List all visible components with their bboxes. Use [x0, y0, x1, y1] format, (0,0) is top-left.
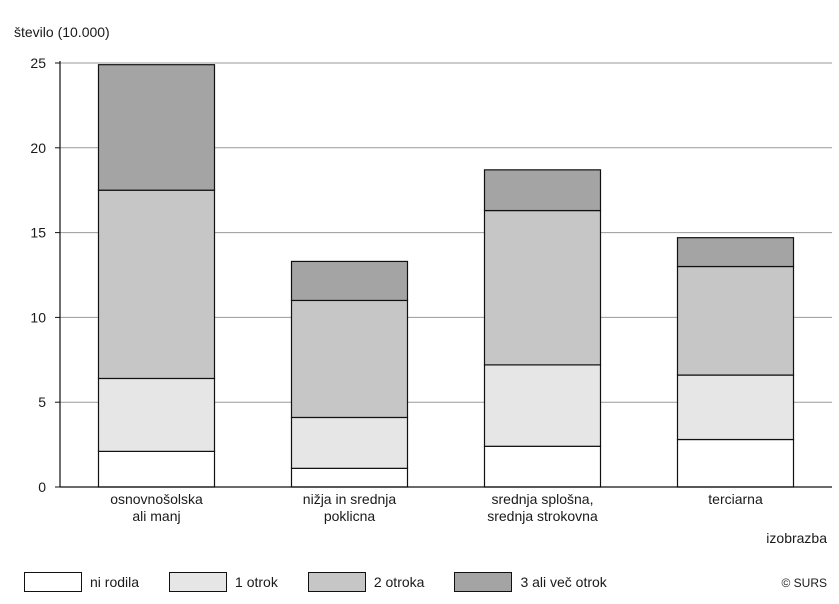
bars — [97, 64, 795, 488]
legend-swatch-1-otrok — [169, 572, 228, 592]
bar-1-ni-rodila — [97, 450, 216, 488]
y-tick-label-25: 25 — [30, 55, 46, 71]
x-tick-label-3-line-2: srednja strokovna — [487, 508, 598, 524]
bar-2-3-ali-več-otrok — [290, 260, 409, 302]
bar-1-2-otroka — [97, 189, 216, 380]
x-tick-label-4-line-1: terciarna — [708, 491, 763, 507]
legend-swatch-3-ali-vec-otrok — [454, 572, 513, 592]
legend-label-1-otrok: 1 otrok — [235, 574, 278, 590]
legend-label-3-ali-vec-otrok: 3 ali več otrok — [520, 574, 607, 590]
legend-item-2-otroka: 2 otroka — [307, 572, 425, 592]
y-tick-label-0: 0 — [38, 479, 46, 495]
x-tick-label-2-line-1: nižja in srednja — [303, 491, 397, 507]
bar-4-1-otrok — [676, 374, 795, 441]
y-tick-label-15: 15 — [30, 225, 46, 241]
bar-2-1-otrok — [290, 416, 409, 469]
source-credit: © SURS — [781, 576, 827, 590]
x-tick-label-3-line-1: srednja splošna, — [492, 491, 594, 507]
bar-3-1-otrok — [483, 364, 602, 447]
bar-4-3-ali-več-otrok — [676, 237, 795, 268]
legend-swatch-2-otroka — [307, 572, 366, 592]
y-tick-label-20: 20 — [30, 140, 46, 156]
x-tick-label-1-line-2: ali manj — [132, 508, 180, 524]
bar-4-ni-rodila — [676, 438, 795, 488]
bar-2-ni-rodila — [290, 467, 409, 488]
bar-3-2-otroka — [483, 209, 602, 366]
bar-1-3-ali-več-otrok — [97, 64, 216, 191]
y-axis-label: število (10.000) — [14, 24, 110, 40]
x-tick-label-1-line-1: osnovnošolska — [110, 491, 203, 507]
legend-item-3-ali-vec-otrok: 3 ali več otrok — [454, 572, 607, 592]
legend-item-1-otrok: 1 otrok — [169, 572, 278, 592]
bar-2-2-otroka — [290, 299, 409, 419]
legend-label-2-otroka: 2 otroka — [373, 574, 425, 590]
legend-item-ni-rodila: ni rodila — [24, 572, 139, 592]
y-tick-label-5: 5 — [38, 394, 46, 410]
legend-swatch-ni-rodila — [24, 572, 82, 592]
x-tick-label-2-line-2: poklicna — [324, 508, 376, 524]
y-tick-label-10: 10 — [30, 309, 46, 325]
x-axis-label: izobrazba — [766, 530, 827, 546]
legend-label-ni-rodila: ni rodila — [90, 574, 140, 590]
bar-3-3-ali-več-otrok — [483, 169, 602, 212]
bar-3-ni-rodila — [483, 445, 602, 488]
bar-4-2-otroka — [676, 265, 795, 376]
bar-1-1-otrok — [97, 377, 216, 452]
legend: ni rodila 1 otrok 2 otroka 3 ali več otr… — [24, 571, 637, 593]
axes — [55, 61, 832, 488]
